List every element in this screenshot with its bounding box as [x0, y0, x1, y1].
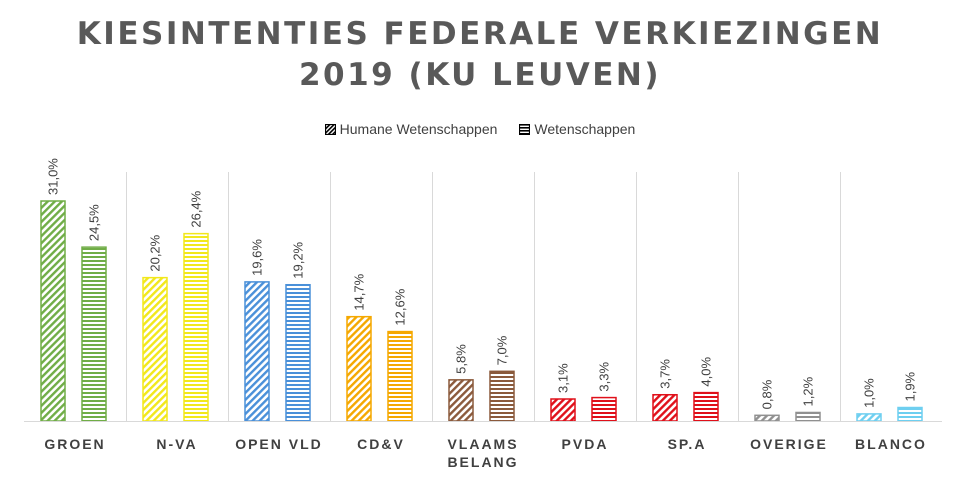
chart-title-line-2: 2019 (KU LEUVEN) [298, 57, 662, 93]
data-label: 4,0% [698, 357, 713, 387]
category-label: CD&V [357, 436, 405, 452]
data-label: 20,2% [147, 234, 162, 271]
data-label: 19,6% [249, 239, 264, 276]
data-label: 3,7% [657, 359, 672, 389]
bar [795, 411, 821, 422]
data-label: 0,8% [759, 379, 774, 409]
bar [448, 379, 474, 422]
bar [856, 413, 882, 422]
data-label: 31,0% [45, 158, 60, 195]
bar [550, 398, 576, 422]
chart-title: KIESINTENTIES FEDERALE VERKIEZINGEN 2019… [0, 14, 960, 96]
category-label: PVDA [562, 436, 609, 452]
category-label: OPEN VLD [235, 436, 323, 452]
legend: Humane Wetenschappen Wetenschappen [0, 121, 960, 137]
data-label: 1,9% [902, 371, 917, 401]
bar [346, 315, 372, 422]
bar [591, 396, 617, 422]
category-label: OVERIGE [750, 436, 828, 452]
data-label: 1,0% [861, 378, 876, 408]
data-label: 3,3% [596, 362, 611, 392]
bar [142, 276, 168, 422]
chart-title-line-1: KIESINTENTIES FEDERALE VERKIEZINGEN [76, 16, 884, 52]
category-label: GROEN [44, 436, 105, 452]
bar [40, 200, 66, 422]
bar [285, 283, 311, 422]
legend-label-wetenschappen: Wetenschappen [534, 121, 636, 137]
data-label: 12,6% [392, 288, 407, 325]
bar [897, 406, 923, 422]
data-label: 19,2% [290, 241, 305, 278]
category-label: SP.A [668, 436, 707, 452]
data-label: 26,4% [188, 190, 203, 227]
bar [489, 370, 515, 422]
horizontal-hatch-swatch-icon [519, 123, 531, 135]
diagonal-hatch-swatch-icon [324, 123, 336, 135]
category-label: N-VA [156, 436, 197, 452]
bar [81, 246, 107, 422]
legend-label-humane-wetenschappen: Humane Wetenschappen [339, 121, 498, 137]
data-label: 3,1% [555, 363, 570, 393]
bar [652, 393, 678, 422]
data-label: 1,2% [800, 376, 815, 406]
legend-item-humane-wetenschappen: Humane Wetenschappen [324, 121, 498, 137]
bar [387, 330, 413, 422]
data-label: 7,0% [494, 335, 509, 365]
category-label: BELANG [447, 454, 518, 470]
category-label: VLAAMS [447, 436, 518, 452]
data-label: 5,8% [453, 344, 468, 374]
bar [244, 281, 270, 422]
bar [754, 414, 780, 422]
data-label: 24,5% [86, 204, 101, 241]
bar [693, 391, 719, 422]
category-label: BLANCO [855, 436, 927, 452]
bar [183, 232, 209, 422]
data-label: 14,7% [351, 273, 366, 310]
legend-item-wetenschappen: Wetenschappen [519, 121, 635, 137]
